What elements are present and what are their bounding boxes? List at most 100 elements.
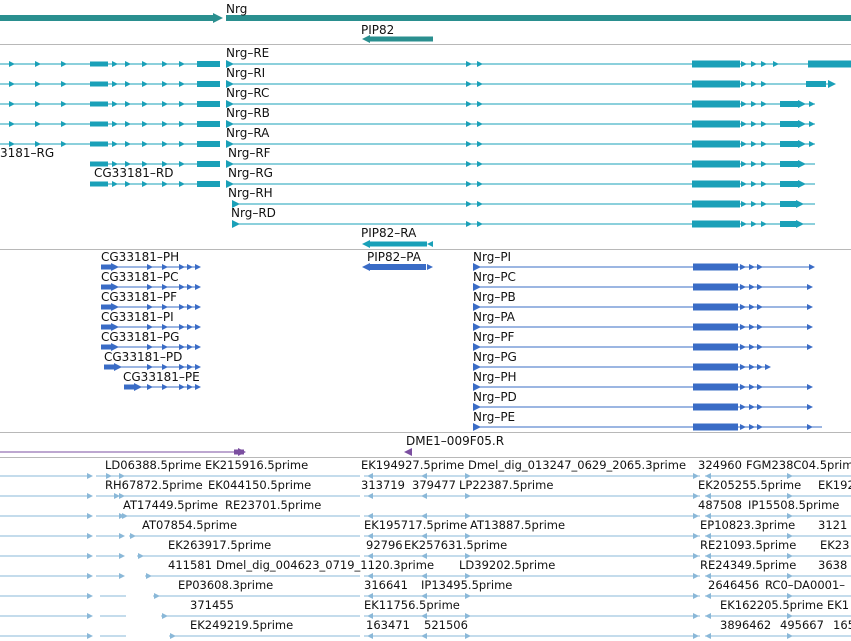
est-label[interactable]: FGM238C04.5prime	[746, 458, 851, 472]
est-label[interactable]: RE21093.5prime	[700, 538, 797, 552]
est-label[interactable]: 487508	[698, 498, 742, 512]
est-label[interactable]: 165	[833, 618, 851, 632]
exon-block	[693, 383, 738, 391]
protein-label[interactable]: CG33181–PH	[101, 250, 180, 264]
transcript-label[interactable]: Nrg–RC	[226, 86, 270, 100]
est-label[interactable]: 411581	[168, 558, 212, 572]
est-label[interactable]: EK11756.5prime	[364, 598, 460, 612]
est-label[interactable]: LD06388.5prime	[105, 458, 202, 472]
protein-label[interactable]: CG33181–PI	[101, 310, 174, 324]
protein-label[interactable]: CG33181–PD	[104, 350, 183, 364]
est-label[interactable]: RC0–DA0001–	[765, 578, 846, 592]
transcript-label[interactable]: Nrg–RG	[228, 166, 273, 180]
est-label[interactable]: EK1	[827, 598, 850, 612]
protein-label[interactable]: Nrg–PC	[473, 270, 516, 284]
protein-label[interactable]: Nrg–PI	[473, 250, 512, 264]
exon-block	[197, 81, 220, 87]
est-label[interactable]: EP10823.3prime	[700, 518, 796, 532]
gene-feature	[368, 36, 433, 42]
strand-arrow-icon	[112, 81, 118, 87]
est-label[interactable]: EK249219.5prime	[190, 618, 294, 632]
est-label[interactable]: 324960	[698, 458, 742, 472]
est-label[interactable]: EK195717.5prime	[364, 518, 468, 532]
est-label[interactable]: EK215916.5prime	[205, 458, 309, 472]
est-label[interactable]: 371455	[190, 598, 234, 612]
est-label[interactable]: 3121	[818, 518, 848, 532]
strand-arrow-icon	[477, 141, 483, 147]
est-label[interactable]: EK257631.5prime	[404, 538, 508, 552]
strand-arrow-icon	[809, 101, 815, 107]
est-label[interactable]: 316641	[364, 578, 408, 592]
transcript-label[interactable]: Nrg–RE	[226, 46, 270, 60]
protein-label[interactable]: Nrg–PA	[473, 310, 515, 324]
protein-label[interactable]: Nrg–PE	[473, 410, 516, 424]
est-label[interactable]: LD39202.5prime	[459, 558, 556, 572]
est-label[interactable]: 92796	[366, 538, 403, 552]
est-label[interactable]: EK162205.5prime	[720, 598, 824, 612]
est-label[interactable]: 521506	[424, 618, 468, 632]
est-label[interactable]: EP03608.3prime	[178, 578, 274, 592]
est-label[interactable]: LP22387.5prime	[459, 478, 554, 492]
est-label[interactable]: RH67872.5prime	[105, 478, 203, 492]
est-label[interactable]: AT07854.5prime	[142, 518, 238, 532]
transcript-label[interactable]: 3181–RG	[0, 146, 55, 160]
est-label[interactable]: EK192	[818, 478, 851, 492]
est-label[interactable]: AT17449.5prime	[123, 498, 219, 512]
transcript-label[interactable]: Nrg–RD	[231, 206, 276, 220]
est-label[interactable]: 379477	[412, 478, 456, 492]
transcript-label[interactable]: CG33181–RD	[94, 166, 174, 180]
transcript-label[interactable]: Nrg–RI	[226, 66, 266, 80]
est-label[interactable]: AT13887.5prime	[470, 518, 566, 532]
protein-label[interactable]: CG33181–PF	[101, 290, 177, 304]
strand-arrow-icon	[146, 573, 152, 579]
gene-label-pip82[interactable]: PIP82	[361, 23, 395, 37]
protein-label[interactable]: Nrg–PB	[473, 290, 516, 304]
protein-label[interactable]: Nrg–PD	[473, 390, 517, 404]
est-label[interactable]: 3896462	[720, 618, 772, 632]
strand-arrow-icon	[693, 473, 699, 479]
transcript-label[interactable]: Nrg–RA	[226, 126, 270, 140]
transcript-label[interactable]: Nrg–RB	[226, 106, 270, 120]
est-label[interactable]: EK044150.5prime	[208, 478, 312, 492]
strand-arrow-icon	[693, 513, 699, 519]
protein-label[interactable]: CG33181–PG	[101, 330, 180, 344]
strand-arrow-icon	[466, 101, 472, 107]
transcript-label[interactable]: PIP82–RA	[361, 226, 417, 240]
protein-label[interactable]: CG33181–PE	[123, 370, 200, 384]
strand-arrow-icon	[162, 613, 168, 619]
est-label[interactable]: EK194927.5prime	[361, 458, 465, 472]
est-label[interactable]: EK263917.5prime	[168, 538, 272, 552]
est-label[interactable]: 313719	[361, 478, 405, 492]
est-label[interactable]: EK23	[820, 538, 850, 552]
protein-label[interactable]: PIP82–PA	[367, 250, 421, 264]
est-label[interactable]: Dmel_dig_013247_0629_2065.3prime	[468, 458, 687, 472]
est-label[interactable]: Dmel_dig_004623_0719_1120.3prime	[216, 558, 435, 572]
strand-arrow-icon	[226, 100, 234, 108]
est-label[interactable]: 495667	[780, 618, 824, 632]
est-label[interactable]: 2646456	[708, 578, 760, 592]
exon-block	[368, 241, 427, 247]
protein-label[interactable]: Nrg–PG	[473, 350, 517, 364]
strand-arrow-icon	[798, 100, 806, 108]
est-label[interactable]: RE24349.5prime	[700, 558, 797, 572]
exon-block	[780, 161, 798, 167]
est-label[interactable]: 163471	[366, 618, 410, 632]
marker-label[interactable]: DME1–009F05.R	[406, 434, 505, 448]
est-label[interactable]: 3638	[818, 558, 848, 572]
transcript-label[interactable]: Nrg–RH	[228, 186, 273, 200]
est-label[interactable]: IP13495.5prime	[421, 578, 513, 592]
est-label[interactable]: RE23701.5prime	[225, 498, 322, 512]
exon-block	[101, 284, 111, 290]
protein-label[interactable]: CG33181–PC	[101, 270, 179, 284]
protein-label[interactable]: Nrg–PF	[473, 330, 515, 344]
protein-label[interactable]: Nrg–PH	[473, 370, 517, 384]
est-label[interactable]: EK205255.5prime	[698, 478, 802, 492]
strand-arrow-icon	[740, 284, 746, 290]
gene-label-nrg[interactable]: Nrg	[226, 2, 248, 16]
strand-arrow-icon	[226, 120, 234, 128]
exon-block	[693, 343, 738, 351]
transcript-label[interactable]: Nrg–RF	[228, 146, 271, 160]
est-label[interactable]: IP15508.5prime	[748, 498, 840, 512]
strand-arrow-icon	[761, 61, 767, 67]
